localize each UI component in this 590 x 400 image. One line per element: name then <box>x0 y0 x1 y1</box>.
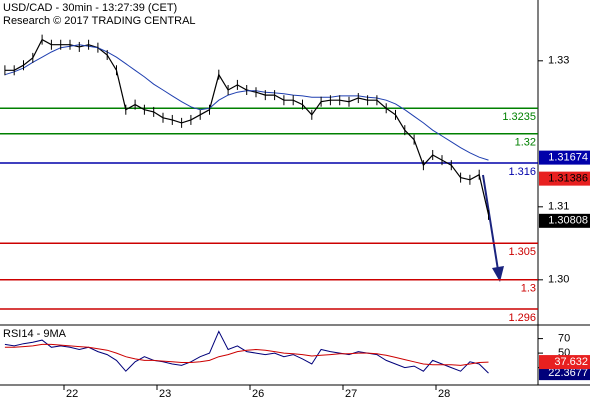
y-tick-label: 1.30 <box>548 274 569 286</box>
price-tag-label: 1.31674 <box>548 152 588 164</box>
y-tick-label: 1.31 <box>548 201 569 213</box>
x-tick-label: 28 <box>438 388 450 400</box>
price-tag <box>539 213 590 228</box>
level-label: 1.3235 <box>502 111 536 123</box>
level-label: 1.3 <box>521 283 536 295</box>
price-tag <box>539 171 590 186</box>
x-tick-label: 26 <box>252 388 264 400</box>
rsi-title: RSI14 - 9MA <box>3 328 67 340</box>
x-tick-label: 22 <box>66 388 78 400</box>
price-tag <box>539 150 590 165</box>
price-tag-label: 1.30808 <box>548 215 588 227</box>
series-line <box>4 343 489 366</box>
y-tick-label: 70 <box>558 333 570 345</box>
series-line <box>4 330 489 374</box>
chart-title: USD/CAD - 30min - 13:27:39 (CET) <box>3 2 177 14</box>
level-label: 1.296 <box>508 312 536 324</box>
rsi-tag <box>539 366 590 381</box>
y-tick-label: 1.33 <box>548 55 569 67</box>
level-label: 1.316 <box>508 166 536 178</box>
x-tick-label: 27 <box>345 388 357 400</box>
level-label: 1.305 <box>508 246 536 258</box>
rsi-tag <box>539 355 590 370</box>
chart-subtitle: Research © 2017 TRADING CENTRAL <box>3 15 196 27</box>
level-label: 1.32 <box>515 137 536 149</box>
forecast-arrowhead <box>492 266 504 282</box>
forecast-arrow <box>482 174 499 271</box>
rsi-tag-label: 22.3677 <box>548 367 588 379</box>
x-tick-label: 23 <box>159 388 171 400</box>
rsi-tag-label: 37.632 <box>554 356 588 368</box>
price-tag-label: 1.31386 <box>548 173 588 185</box>
